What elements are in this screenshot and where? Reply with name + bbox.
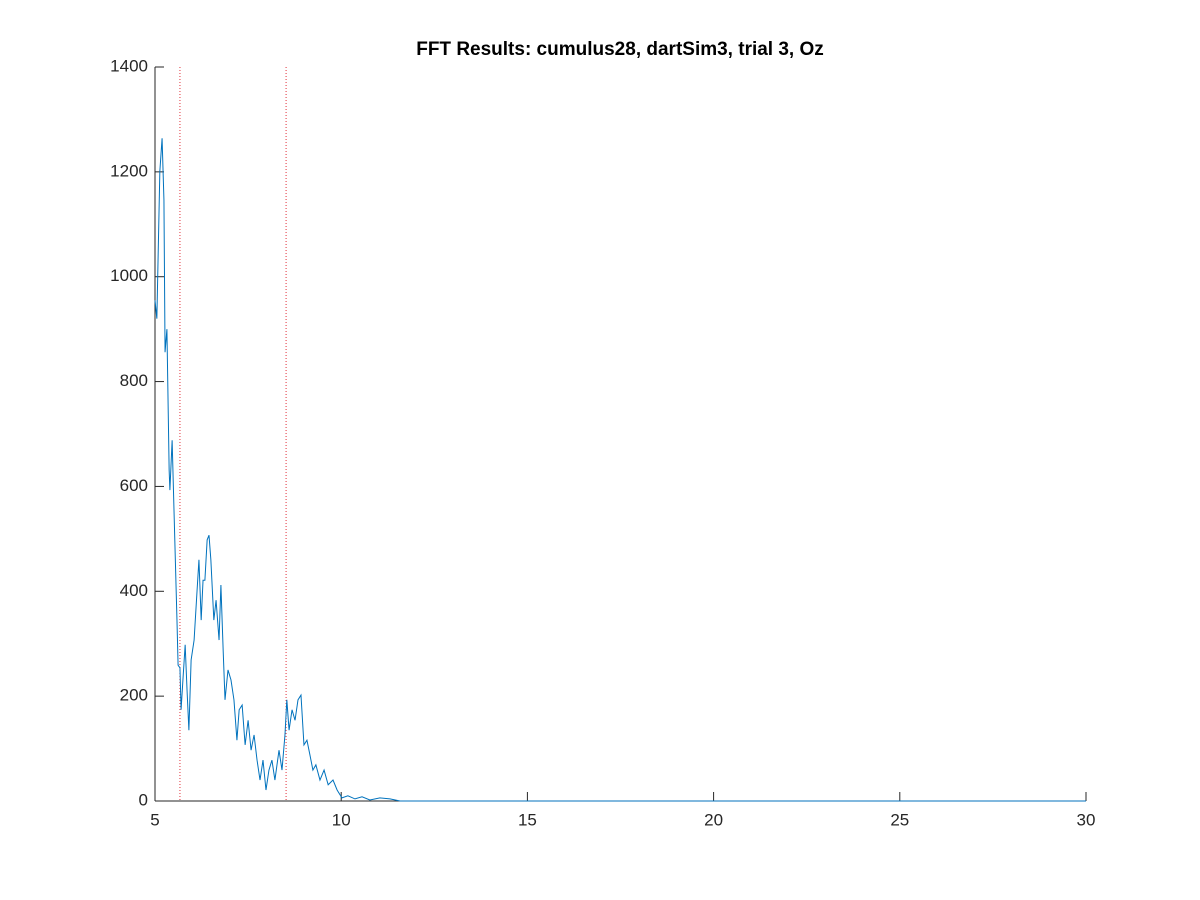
- y-tick-label: 600: [120, 476, 148, 495]
- y-tick-label: 200: [120, 686, 148, 705]
- chart-title: FFT Results: cumulus28, dartSim3, trial …: [416, 39, 824, 60]
- y-tick-label: 800: [120, 371, 148, 390]
- x-tick-label: 30: [1077, 810, 1096, 829]
- y-tick-label: 400: [120, 581, 148, 600]
- y-tick-label: 1000: [110, 266, 148, 285]
- x-tick-label: 20: [704, 810, 723, 829]
- x-tick-label: 5: [150, 810, 159, 829]
- x-tick-label: 10: [332, 810, 351, 829]
- data-line: [154, 138, 1086, 802]
- x-tick-label: 15: [518, 810, 537, 829]
- y-tick-label: 1400: [110, 56, 148, 75]
- y-tick-label: 1200: [110, 161, 148, 180]
- x-tick-label: 25: [890, 810, 909, 829]
- y-tick-label: 0: [139, 790, 148, 809]
